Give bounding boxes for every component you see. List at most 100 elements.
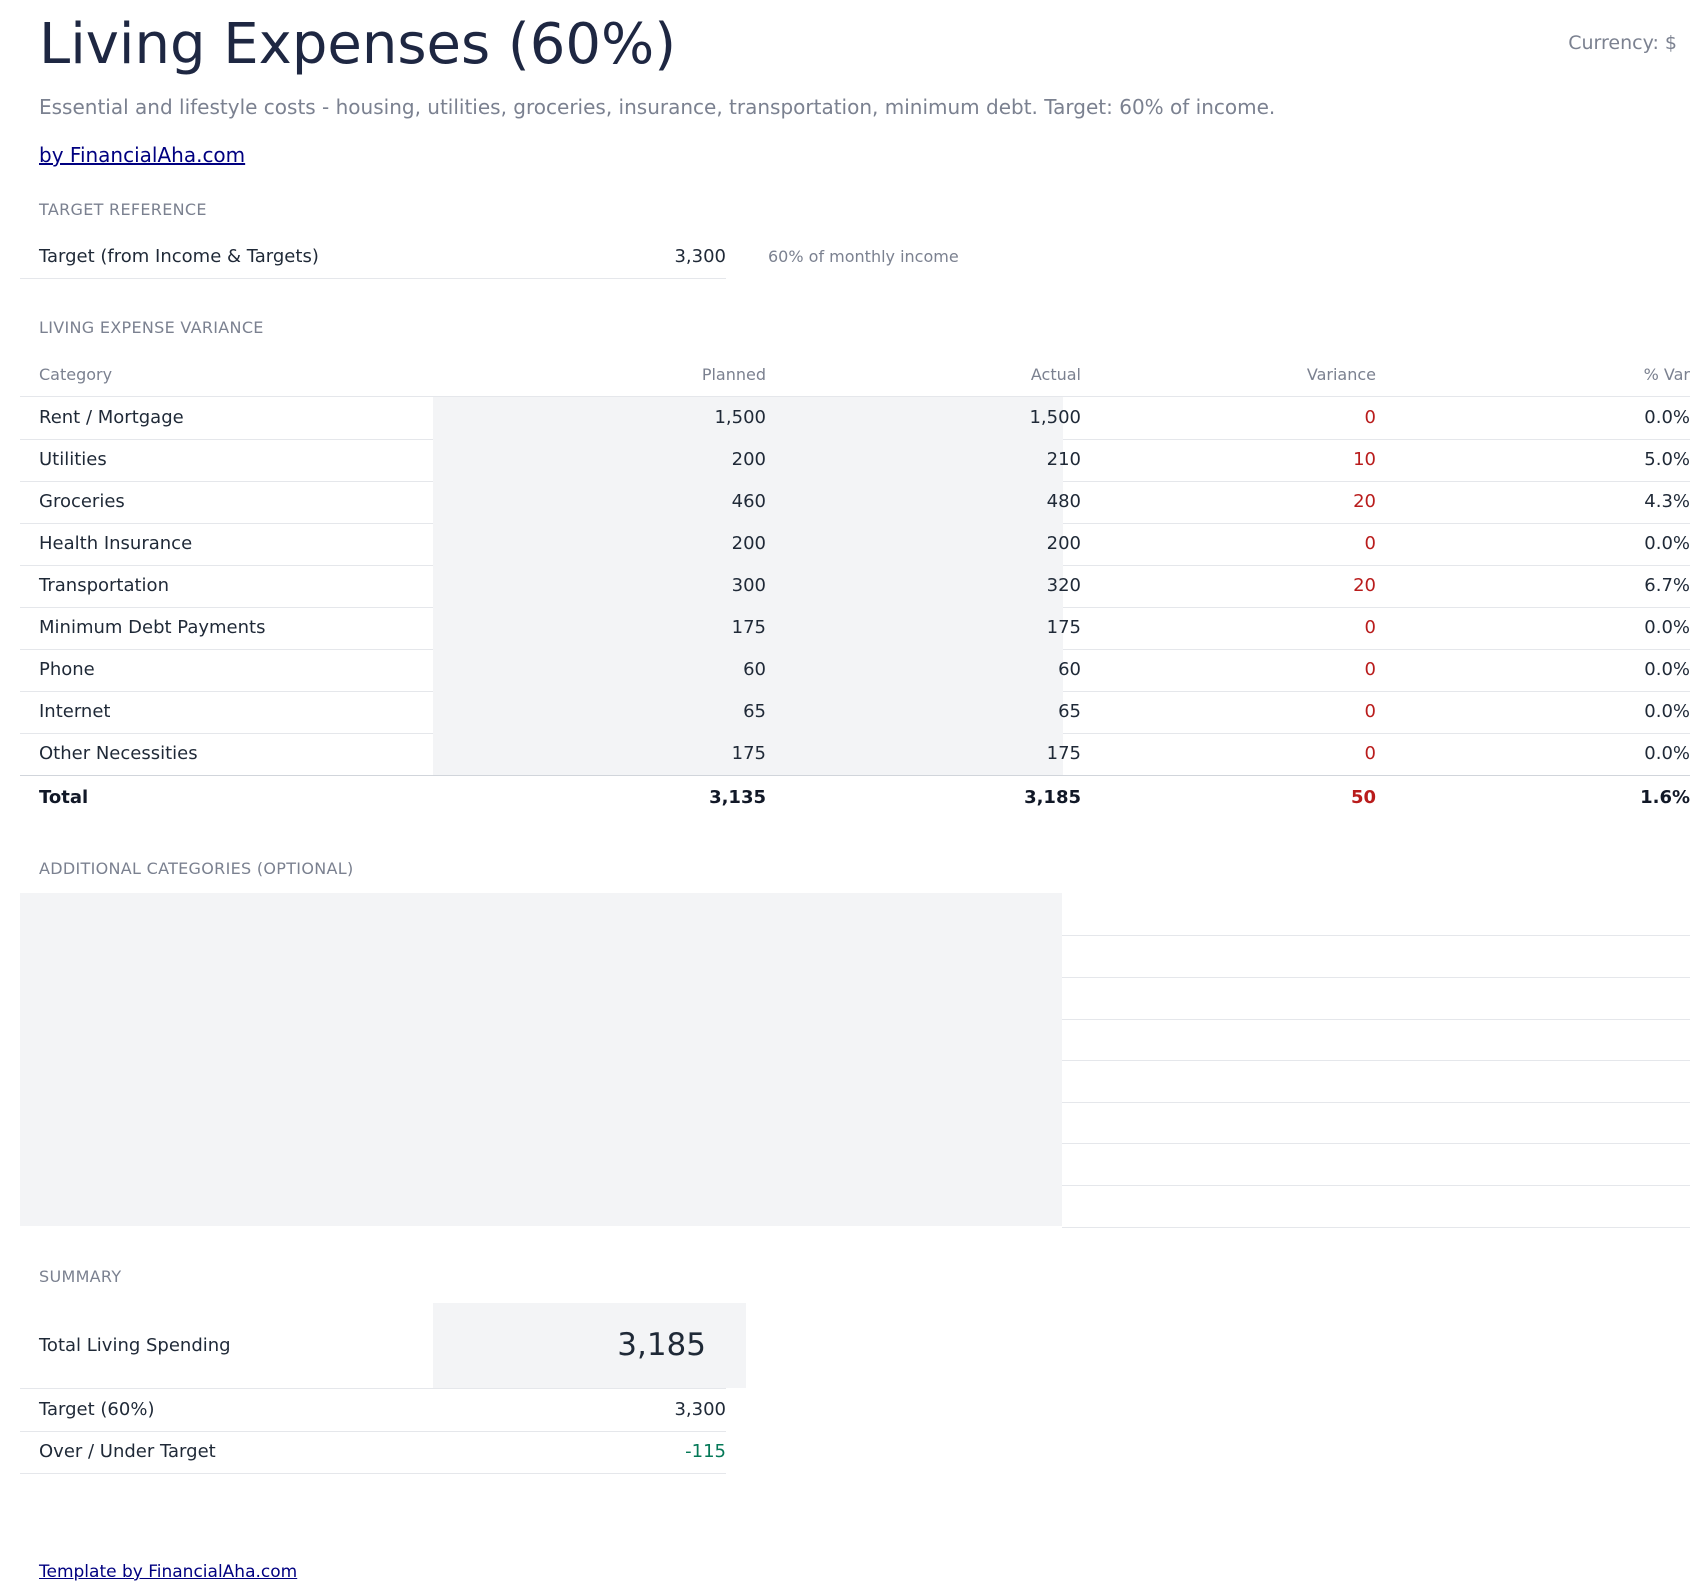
row-planned[interactable]: 200: [731, 533, 766, 554]
row-actual[interactable]: 210: [1046, 449, 1081, 470]
row-planned[interactable]: 65: [743, 701, 766, 722]
row-planned[interactable]: 200: [731, 449, 766, 470]
total-actual: 3,185: [1024, 787, 1081, 808]
row-pct-var: 0.0%: [1644, 407, 1690, 428]
row-actual[interactable]: 175: [1046, 743, 1081, 764]
row-pct-var: 6.7%: [1644, 575, 1690, 596]
row-variance: 10: [1353, 449, 1376, 470]
total-pct-var: 1.6%: [1640, 787, 1690, 808]
target-reference-label: Target (from Income & Targets): [39, 246, 319, 267]
table-row: Other Necessities 175 175 0 0.0%: [20, 733, 1690, 776]
target-reference-note: 60% of monthly income: [768, 247, 959, 266]
table-row: Transportation 300 320 20 6.7%: [20, 565, 1690, 608]
row-planned[interactable]: 175: [731, 743, 766, 764]
row-actual[interactable]: 65: [1058, 701, 1081, 722]
summary-total-label: Total Living Spending: [39, 1335, 231, 1356]
row-pct-var: 0.0%: [1644, 617, 1690, 638]
row-variance: 0: [1364, 701, 1376, 722]
summary-over-under-value: -115: [685, 1441, 726, 1462]
summary-over-under-row: Over / Under Target -115: [20, 1431, 726, 1474]
summary-total-shade: [433, 1303, 746, 1388]
row-category: Internet: [39, 701, 111, 722]
row-actual[interactable]: 175: [1046, 617, 1081, 638]
row-pct-var: 5.0%: [1644, 449, 1690, 470]
row-variance: 0: [1364, 743, 1376, 764]
row-pct-var: 0.0%: [1644, 701, 1690, 722]
row-pct-var: 0.0%: [1644, 659, 1690, 680]
additional-row-divider: [1062, 1102, 1690, 1103]
footer-template-link[interactable]: Template by FinancialAha.com: [39, 1562, 298, 1582]
additional-row-divider: [1062, 935, 1690, 936]
row-category: Other Necessities: [39, 743, 198, 764]
row-variance: 0: [1364, 659, 1376, 680]
input-cells-shade: [433, 397, 1063, 439]
additional-row-divider: [1062, 1019, 1690, 1020]
row-category: Minimum Debt Payments: [39, 617, 266, 638]
summary-total-value: 3,185: [617, 1327, 706, 1363]
row-actual[interactable]: 200: [1046, 533, 1081, 554]
input-cells-shade: [433, 565, 1063, 607]
additional-row-divider: [1062, 1060, 1690, 1061]
additional-row-divider: [1062, 977, 1690, 978]
input-cells-shade: [433, 733, 1063, 775]
summary-target-row: Target (60%) 3,300: [20, 1389, 726, 1432]
column-header-category: Category: [39, 365, 113, 384]
row-category: Transportation: [39, 575, 169, 596]
section-summary: SUMMARY: [39, 1267, 122, 1286]
row-variance: 0: [1364, 533, 1376, 554]
row-category: Utilities: [39, 449, 107, 470]
column-header-planned: Planned: [701, 365, 766, 384]
row-actual[interactable]: 320: [1046, 575, 1081, 596]
input-cells-shade: [433, 649, 1063, 691]
column-header-actual: Actual: [1030, 365, 1081, 384]
column-header-pct-var: % Var: [1643, 365, 1690, 384]
summary-target-label: Target (60%): [39, 1399, 155, 1420]
row-planned[interactable]: 1,500: [714, 407, 766, 428]
row-planned[interactable]: 460: [731, 491, 766, 512]
row-category: Groceries: [39, 491, 125, 512]
row-planned[interactable]: 300: [731, 575, 766, 596]
row-category: Health Insurance: [39, 533, 193, 554]
input-cells-shade: [433, 481, 1063, 523]
row-variance: 20: [1353, 491, 1376, 512]
row-actual[interactable]: 480: [1046, 491, 1081, 512]
column-header-variance: Variance: [1306, 365, 1376, 384]
brand-link[interactable]: by FinancialAha.com: [39, 143, 246, 167]
row-pct-var: 0.0%: [1644, 743, 1690, 764]
additional-row-divider: [1062, 1227, 1690, 1228]
input-cells-shade: [433, 607, 1063, 649]
variance-total-row: Total 3,135 3,185 50 1.6%: [20, 777, 1690, 819]
table-row: Rent / Mortgage 1,500 1,500 0 0.0%: [20, 397, 1690, 440]
table-row: Phone 60 60 0 0.0%: [20, 649, 1690, 692]
row-variance: 0: [1364, 617, 1376, 638]
additional-row-divider: [1062, 1185, 1690, 1186]
row-category: Rent / Mortgage: [39, 407, 184, 428]
row-pct-var: 0.0%: [1644, 533, 1690, 554]
input-cells-shade: [433, 523, 1063, 565]
additional-row-divider: [1062, 1143, 1690, 1144]
page-subtitle: Essential and lifestyle costs - housing,…: [39, 95, 1276, 119]
row-variance: 20: [1353, 575, 1376, 596]
additional-categories-input-area[interactable]: [20, 893, 1062, 1226]
section-target-reference: TARGET REFERENCE: [39, 200, 207, 219]
row-planned[interactable]: 60: [743, 659, 766, 680]
row-actual[interactable]: 60: [1058, 659, 1081, 680]
target-reference-value[interactable]: 3,300: [674, 246, 726, 267]
currency-label: Currency: $: [1568, 32, 1677, 54]
row-planned[interactable]: 175: [731, 617, 766, 638]
variance-table-header: Category Planned Actual Variance % Var: [20, 354, 1690, 397]
row-actual[interactable]: 1,500: [1029, 407, 1081, 428]
row-pct-var: 4.3%: [1644, 491, 1690, 512]
summary-over-under-label: Over / Under Target: [39, 1441, 216, 1462]
section-additional-categories: ADDITIONAL CATEGORIES (OPTIONAL): [39, 859, 354, 878]
table-row: Internet 65 65 0 0.0%: [20, 691, 1690, 734]
summary-target-value: 3,300: [674, 1399, 726, 1420]
input-cells-shade: [433, 439, 1063, 481]
total-variance: 50: [1350, 787, 1376, 808]
table-row: Utilities 200 210 10 5.0%: [20, 439, 1690, 482]
row-category: Phone: [39, 659, 95, 680]
section-living-expense-variance: LIVING EXPENSE VARIANCE: [39, 318, 264, 337]
table-row: Groceries 460 480 20 4.3%: [20, 481, 1690, 524]
page-title: Living Expenses (60%): [39, 12, 677, 77]
table-row: Minimum Debt Payments 175 175 0 0.0%: [20, 607, 1690, 650]
